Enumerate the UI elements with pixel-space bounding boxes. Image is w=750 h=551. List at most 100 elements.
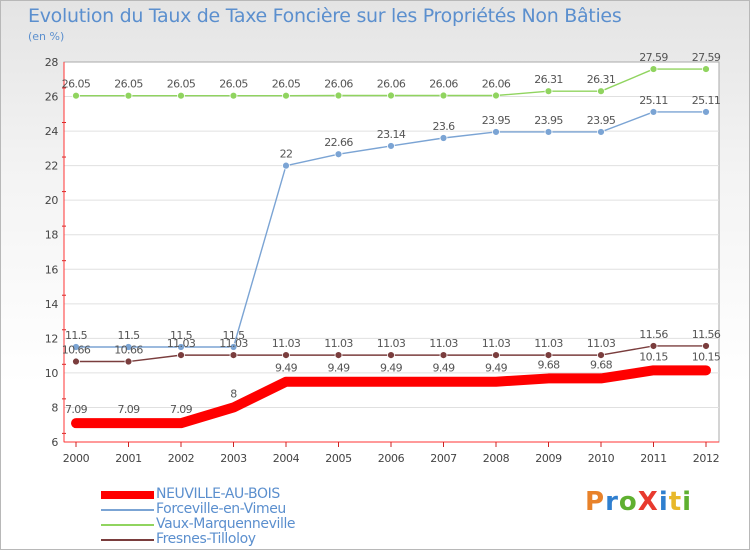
series-vaux-marquenneville: 26.05 26.05 26.05 26.05 26.05 26.06 26.06 26.06… (62, 51, 721, 100)
data-point-vaux-marquenneville (649, 65, 658, 73)
x-tick-label: 2001 (115, 452, 141, 465)
data-label-vaux-marquenneville: 26.05 (114, 78, 143, 91)
data-label-fresnes-tilloloy: 11.03 (167, 337, 196, 350)
y-tick-label: 14 (45, 298, 59, 311)
data-label-neuville-au-bois: 9.49 (380, 362, 403, 375)
y-tick-label: 26 (45, 91, 59, 104)
legend-label: Forceville-en-Vimeu (156, 501, 286, 517)
legend-label: NEUVILLE-AU-BOIS (156, 486, 280, 502)
data-label-fresnes-tilloloy: 11.03 (482, 337, 511, 350)
data-label-fresnes-tilloloy: 11.03 (429, 337, 458, 350)
data-label-neuville-au-bois: 7.09 (65, 403, 88, 416)
x-tick-label: 2012 (693, 452, 719, 465)
y-tick-label: 22 (45, 160, 58, 173)
data-point-forceville-en-vimeu (387, 142, 395, 150)
data-point-fresnes-tilloloy (439, 351, 448, 360)
data-label-vaux-marquenneville: 26.05 (62, 78, 91, 91)
data-label-neuville-au-bois: 9.68 (590, 358, 613, 371)
series-fresnes-tilloloy: 10.66 10.66 11.03 11.03 11.03 11.03 11.03 11.03… (62, 328, 721, 366)
unit-label: (en %) (28, 30, 65, 43)
data-label-neuville-au-bois: 7.09 (170, 403, 193, 416)
legend-swatch (101, 524, 154, 526)
data-label-fresnes-tilloloy: 11.03 (324, 337, 353, 350)
data-label-forceville-en-vimeu: 11.5 (117, 329, 140, 342)
data-label-neuville-au-bois: 9.49 (327, 362, 350, 375)
data-point-vaux-marquenneville (124, 91, 133, 100)
y-tick-label: 18 (45, 229, 59, 242)
data-label-neuville-au-bois: 8 (230, 387, 237, 400)
data-point-fresnes-tilloloy (597, 351, 605, 360)
data-point-vaux-marquenneville (334, 91, 343, 100)
data-point-fresnes-tilloloy (544, 351, 553, 360)
data-label-forceville-en-vimeu: 11.5 (65, 329, 88, 342)
data-point-forceville-en-vimeu (597, 128, 605, 136)
data-label-neuville-au-bois: 10.15 (692, 350, 721, 363)
data-label-fresnes-tilloloy: 11.56 (692, 328, 721, 341)
data-point-fresnes-tilloloy (492, 351, 500, 360)
x-tick-label: 2006 (378, 452, 405, 465)
data-point-vaux-marquenneville (282, 91, 290, 100)
data-label-neuville-au-bois: 9.49 (432, 362, 455, 375)
data-point-fresnes-tilloloy (334, 351, 343, 360)
data-point-forceville-en-vimeu (124, 343, 133, 351)
data-point-fresnes-tilloloy (72, 357, 80, 366)
x-tick-label: 2003 (220, 452, 247, 465)
data-point-forceville-en-vimeu (177, 343, 185, 351)
data-label-fresnes-tilloloy: 11.56 (639, 328, 668, 341)
data-label-vaux-marquenneville: 26.31 (587, 73, 616, 86)
legend-swatch (101, 509, 154, 511)
data-point-vaux-marquenneville (702, 65, 710, 73)
data-label-forceville-en-vimeu: 22.66 (324, 136, 353, 149)
logo-letter-p: P (585, 487, 606, 517)
data-label-forceville-en-vimeu: 23.95 (482, 114, 511, 127)
legend-label: Fresnes-Tilloloy (156, 531, 256, 547)
data-label-fresnes-tilloloy: 11.03 (377, 337, 406, 350)
data-point-fresnes-tilloloy (229, 351, 238, 360)
data-point-vaux-marquenneville (72, 91, 80, 100)
series-forceville-en-vimeu: 11.5 11.5 11.5 11.5 22 22.66 23.14 23.6 23.95 23.… (65, 94, 721, 351)
data-label-fresnes-tilloloy: 11.03 (272, 337, 301, 350)
chart-title: Evolution du Taux de Taxe Foncière sur l… (28, 5, 622, 27)
data-label-fresnes-tilloloy: 11.03 (587, 337, 616, 350)
logo-letter-i1: i (658, 487, 669, 517)
data-label-vaux-marquenneville: 26.05 (219, 78, 248, 91)
data-point-vaux-marquenneville (229, 91, 238, 100)
data-label-forceville-en-vimeu: 23.95 (534, 114, 563, 127)
data-label-vaux-marquenneville: 26.05 (167, 78, 196, 91)
x-tick-label: 2002 (168, 452, 194, 465)
data-label-vaux-marquenneville: 26.06 (324, 78, 353, 91)
data-label-vaux-marquenneville: 26.06 (429, 78, 458, 91)
series-group: 26.05 26.05 26.05 26.05 26.05 26.06 26.06 26.06… (62, 51, 721, 429)
data-point-vaux-marquenneville (439, 91, 448, 100)
x-tick-label: 2009 (535, 452, 562, 465)
data-label-forceville-en-vimeu: 11.5 (170, 329, 193, 342)
y-tick-label: 28 (45, 56, 59, 69)
data-point-forceville-en-vimeu (229, 343, 238, 351)
x-tick-label: 2010 (588, 452, 615, 465)
data-point-forceville-en-vimeu (282, 161, 290, 170)
data-point-forceville-en-vimeu (492, 128, 500, 136)
x-tick-label: 2007 (430, 452, 457, 465)
x-tick-label: 2011 (640, 452, 666, 465)
x-tick-label: 2008 (483, 452, 510, 465)
x-tick-label: 2000 (63, 452, 90, 465)
data-point-forceville-en-vimeu (544, 128, 553, 136)
data-label-neuville-au-bois: 9.49 (485, 362, 508, 375)
data-point-forceville-en-vimeu (334, 150, 343, 159)
y-tick-label: 24 (45, 125, 59, 138)
data-label-fresnes-tilloloy: 10.66 (62, 344, 91, 357)
data-point-forceville-en-vimeu (439, 134, 448, 142)
data-point-vaux-marquenneville (544, 87, 553, 96)
data-label-vaux-marquenneville: 26.06 (482, 78, 511, 91)
data-label-neuville-au-bois: 7.09 (117, 403, 140, 416)
data-label-neuville-au-bois: 10.15 (639, 350, 668, 363)
data-point-vaux-marquenneville (597, 87, 605, 96)
logo-letter-r: r (605, 487, 619, 517)
data-label-forceville-en-vimeu: 11.5 (222, 329, 245, 342)
data-point-vaux-marquenneville (387, 91, 395, 100)
data-point-fresnes-tilloloy (387, 351, 395, 360)
x-tick-label: 2004 (273, 452, 300, 465)
axes: 6 8 10 12 14 16 18 20 22 24 26 28 2000 2001 2002 2003 20… (45, 56, 720, 465)
data-point-fresnes-tilloloy (702, 342, 710, 350)
